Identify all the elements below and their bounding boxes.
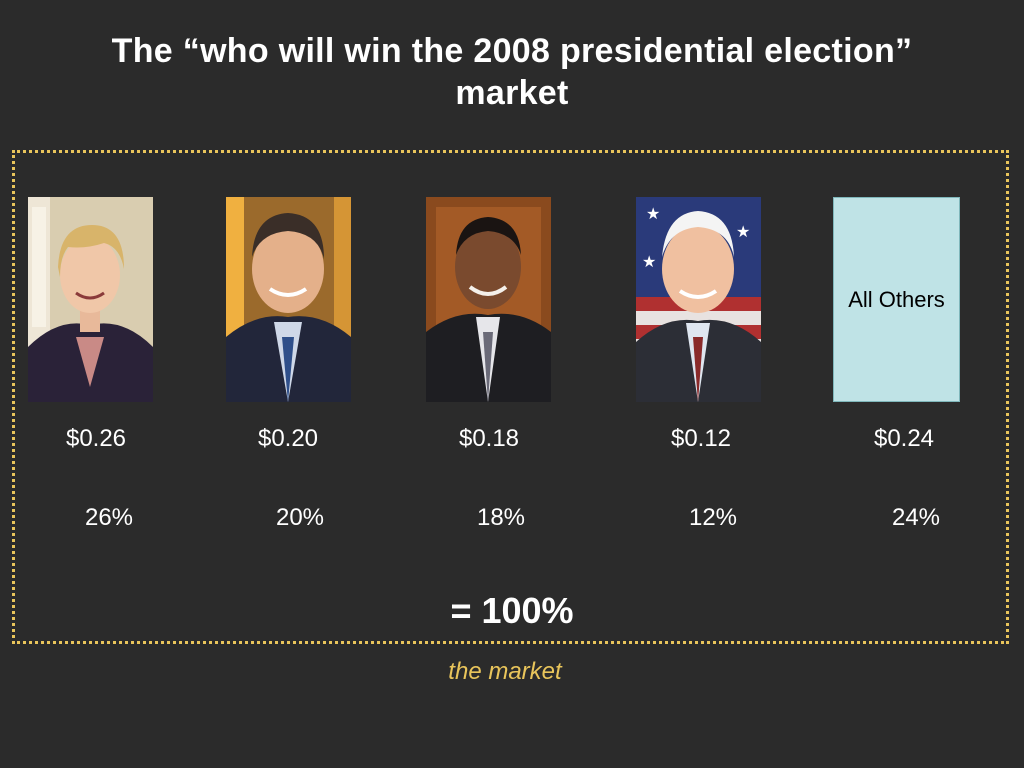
candidate-2-percent: 20% [275, 504, 325, 531]
all-others-label: All Others [848, 286, 945, 312]
candidate-3-price: $0.18 [458, 425, 520, 452]
slide-title: The “who will win the 2008 presidential … [0, 30, 1024, 114]
slide-title-line-2: market [455, 74, 569, 112]
market-caption: the market [448, 658, 562, 685]
candidate-1-price: $0.26 [65, 425, 127, 452]
candidate-1-percent: 26% [84, 504, 134, 531]
svg-text:★: ★ [736, 222, 750, 241]
slide-title-line-1: The “who will win the 2008 presidential … [111, 32, 913, 70]
total-percent: = 100% [450, 590, 574, 631]
market-dotted-border [12, 150, 1009, 644]
candidate-3-portrait [426, 197, 551, 402]
all-others-percent: 24% [891, 504, 941, 531]
candidate-4-percent: 12% [688, 504, 738, 531]
svg-text:★: ★ [646, 204, 660, 223]
all-others-box: All Others [833, 197, 960, 402]
candidate-4-portrait: ★ ★ ★ [636, 197, 761, 402]
candidate-3-percent: 18% [476, 504, 526, 531]
candidate-1-portrait [28, 197, 153, 402]
candidate-2-price: $0.20 [257, 425, 319, 452]
candidate-4-price: $0.12 [670, 425, 732, 452]
svg-text:★: ★ [642, 252, 656, 271]
candidate-2-portrait [226, 197, 351, 402]
all-others-price: $0.24 [873, 425, 935, 452]
